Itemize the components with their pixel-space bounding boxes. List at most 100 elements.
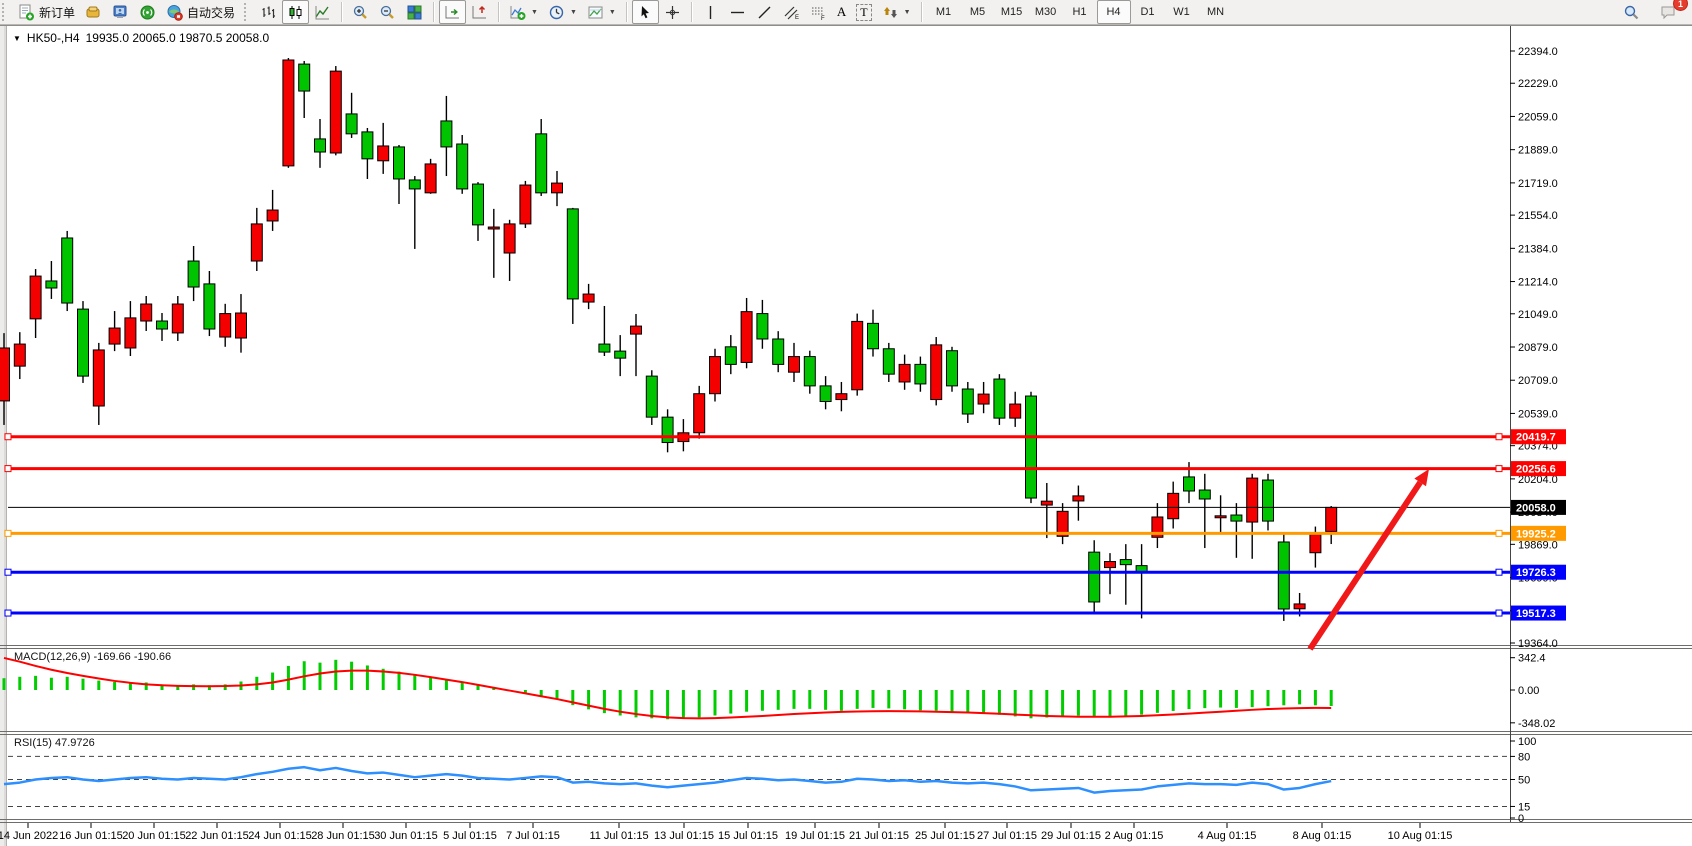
notification-badge: 1 [1673,0,1688,11]
zoom-out-button[interactable] [374,0,401,24]
svg-text:20419.7: 20419.7 [1516,432,1556,444]
price-macd-separator[interactable] [0,648,1692,649]
chevron-down-icon: ▼ [903,8,911,16]
toolbar-grip[interactable] [2,3,9,21]
price-macd-separator[interactable] [0,645,1692,646]
channel-tool-button[interactable]: E [778,0,805,24]
auto-trading-icon [167,4,183,21]
text-tool-button[interactable]: A [832,0,851,24]
svg-text:25 Jul 01:15: 25 Jul 01:15 [915,830,975,842]
time-axis-labels: 14 Jun 2022 16 Jun 01:15 20 Jun 01:15 22 Ju… [0,823,1452,842]
svg-text:20879.0: 20879.0 [1518,342,1558,354]
svg-text:20709.0: 20709.0 [1518,375,1558,387]
svg-text:-348.02: -348.02 [1518,718,1555,730]
svg-text:21889.0: 21889.0 [1518,145,1558,157]
search-button[interactable] [1618,0,1645,24]
svg-text:20256.6: 20256.6 [1516,464,1556,476]
svg-text:2 Aug 01:15: 2 Aug 01:15 [1105,830,1164,842]
fibonacci-tool-button[interactable]: F [805,0,832,24]
svg-text:F: F [821,16,825,21]
svg-text:22059.0: 22059.0 [1518,111,1558,123]
timeframe-m1-button[interactable]: M1 [935,6,952,18]
timeframe-mn-button[interactable]: MN [1206,6,1225,18]
timeframe-h4-button[interactable]: H4 [1096,0,1131,24]
svg-text:22394.0: 22394.0 [1518,46,1558,58]
line-chart-mode-button[interactable] [309,0,336,24]
timeframe-d1-button[interactable]: D1 [1140,6,1155,18]
chart-window: ▼ HK50-,H4 19935.0 20065.0 19870.5 20058… [0,25,1692,846]
text-label-tool-button[interactable]: T [851,0,876,24]
zoom-out-icon [380,5,394,19]
chart-dropdown-icon[interactable]: ▼ [13,33,21,43]
svg-text:14 Jun 2022: 14 Jun 2022 [0,830,58,842]
cursor-tool-button[interactable] [631,0,659,24]
vertical-line-icon [709,5,712,19]
templates-button[interactable]: ▼ [582,0,621,24]
indicators-button[interactable]: ▼ [504,0,543,24]
horizontal-line-tool-button[interactable] [724,0,751,24]
market-watch-button[interactable] [80,0,107,24]
auto-trading-label: 自动交易 [187,5,236,20]
chart-canvas[interactable]: 22394.0 22229.0 22059.0 21889.0 21719.0 21554… [0,26,1692,846]
zoom-in-icon [353,5,367,19]
horizontal-lines [4,433,1510,617]
new-order-label: 新订单 [39,5,76,20]
svg-text:19364.0: 19364.0 [1518,638,1558,650]
periods-button[interactable]: ▼ [543,0,582,24]
signal-button[interactable] [134,0,161,24]
auto-scroll-button[interactable] [439,0,467,24]
chart-ohlc-line: ▼ HK50-,H4 19935.0 20065.0 19870.5 20058… [13,31,269,45]
chart-shift-button[interactable] [466,0,493,24]
macd-rsi-separator[interactable] [0,731,1692,732]
candlestick-mode-button[interactable] [282,0,310,24]
auto-trading-button[interactable]: 自动交易 [161,0,240,24]
toolbar-grip[interactable] [244,3,251,21]
vertical-line-tool-button[interactable] [697,0,724,24]
timeframe-m15-button[interactable]: M15 [1000,6,1023,18]
timeframe-h1-button[interactable]: H1 [1072,6,1087,18]
svg-text:21719.0: 21719.0 [1518,178,1558,190]
chevron-down-icon: ▼ [569,8,577,16]
new-order-icon [19,4,34,20]
new-order-button[interactable]: 新订单 [13,0,80,24]
timeframe-group: M1 M5 M15 M30 H1 H4 D1 W1 MN [925,0,1235,24]
svg-text:21384.0: 21384.0 [1518,243,1558,255]
svg-text:5 Jul 01:15: 5 Jul 01:15 [443,830,497,842]
svg-text:28 Jun 01:15: 28 Jun 01:15 [311,830,375,842]
tile-windows-button[interactable] [401,0,428,24]
svg-text:29 Jul 01:15: 29 Jul 01:15 [1041,830,1101,842]
line-chart-icon [315,5,330,19]
bar-chart-mode-button[interactable] [255,0,282,24]
svg-text:21214.0: 21214.0 [1518,277,1558,289]
rsi-bottom-separator[interactable] [0,819,1692,820]
timeframe-w1-button[interactable]: W1 [1173,6,1190,18]
timeframe-m5-button[interactable]: M5 [969,6,986,18]
macd-label: MACD(12,26,9) -169.66 -190.66 [14,651,172,663]
text-tool-label: A [836,4,847,19]
rsi-bottom-separator[interactable] [0,822,1692,823]
tile-windows-icon [407,5,422,19]
trend-annotation-arrow[interactable] [1307,469,1429,651]
macd-rsi-separator[interactable] [0,734,1692,735]
svg-text:21 Jul 01:15: 21 Jul 01:15 [849,830,909,842]
terminal-button[interactable] [107,0,134,24]
svg-text:20058.0: 20058.0 [1516,502,1556,514]
candlestick-series [0,58,1338,621]
svg-text:20 Jun 01:15: 20 Jun 01:15 [122,830,186,842]
svg-text:21554.0: 21554.0 [1518,210,1558,222]
svg-text:15 Jul 01:15: 15 Jul 01:15 [718,830,778,842]
svg-text:13 Jul 01:15: 13 Jul 01:15 [654,830,714,842]
cursor-icon [641,5,649,18]
svg-text:342.4: 342.4 [1518,653,1546,665]
timeframe-m30-button[interactable]: M30 [1034,6,1057,18]
trendline-tool-button[interactable] [751,0,778,24]
zoom-in-button[interactable] [347,0,374,24]
svg-text:80: 80 [1518,751,1530,763]
rsi-label: RSI(15) 47.9726 [14,737,95,749]
chart-symbol-period: HK50-,H4 [26,31,80,45]
crosshair-tool-button[interactable] [659,0,686,24]
notifications-button[interactable]: 1 [1655,0,1688,24]
market-watch-icon [86,6,100,17]
chevron-down-icon: ▼ [531,8,538,16]
arrows-tool-button[interactable]: ▼ [877,0,916,24]
